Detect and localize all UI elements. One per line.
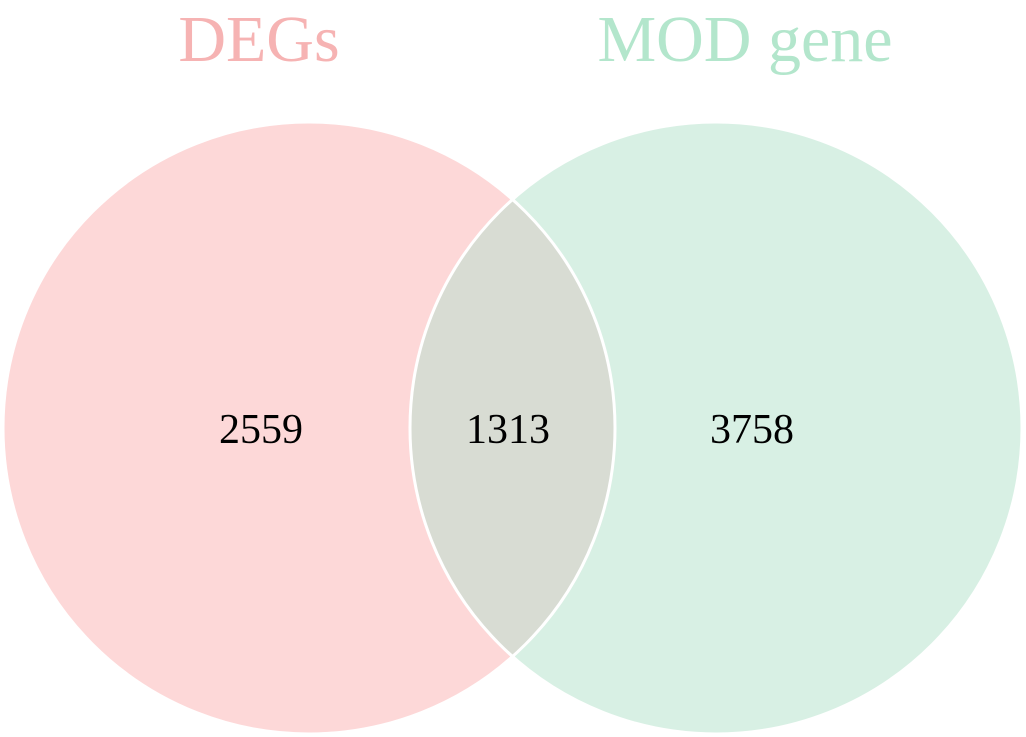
mod-gene-only-count: 3758 (710, 407, 794, 453)
intersection-region (410, 122, 615, 734)
degs-title: DEGs (178, 3, 339, 76)
intersection-count: 1313 (466, 407, 550, 453)
degs-only-count: 2559 (219, 407, 303, 453)
mod-gene-circle-outline (408, 120, 1024, 736)
degs-circle-outline (1, 120, 617, 736)
mod-gene-title: MOD gene (597, 3, 892, 76)
